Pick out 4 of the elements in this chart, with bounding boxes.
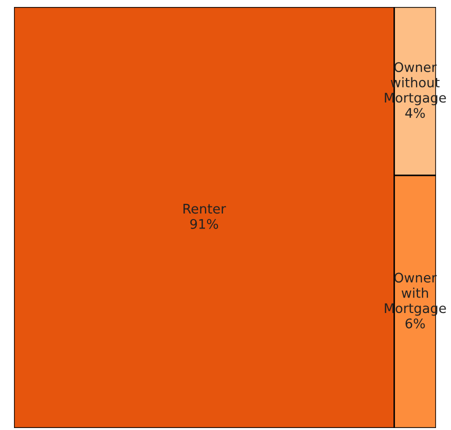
category-label: Renter bbox=[184, 204, 226, 214]
data-label: 6% bbox=[406, 318, 425, 328]
data-label: 4% bbox=[405, 108, 425, 118]
data-label: 91% bbox=[190, 218, 218, 229]
